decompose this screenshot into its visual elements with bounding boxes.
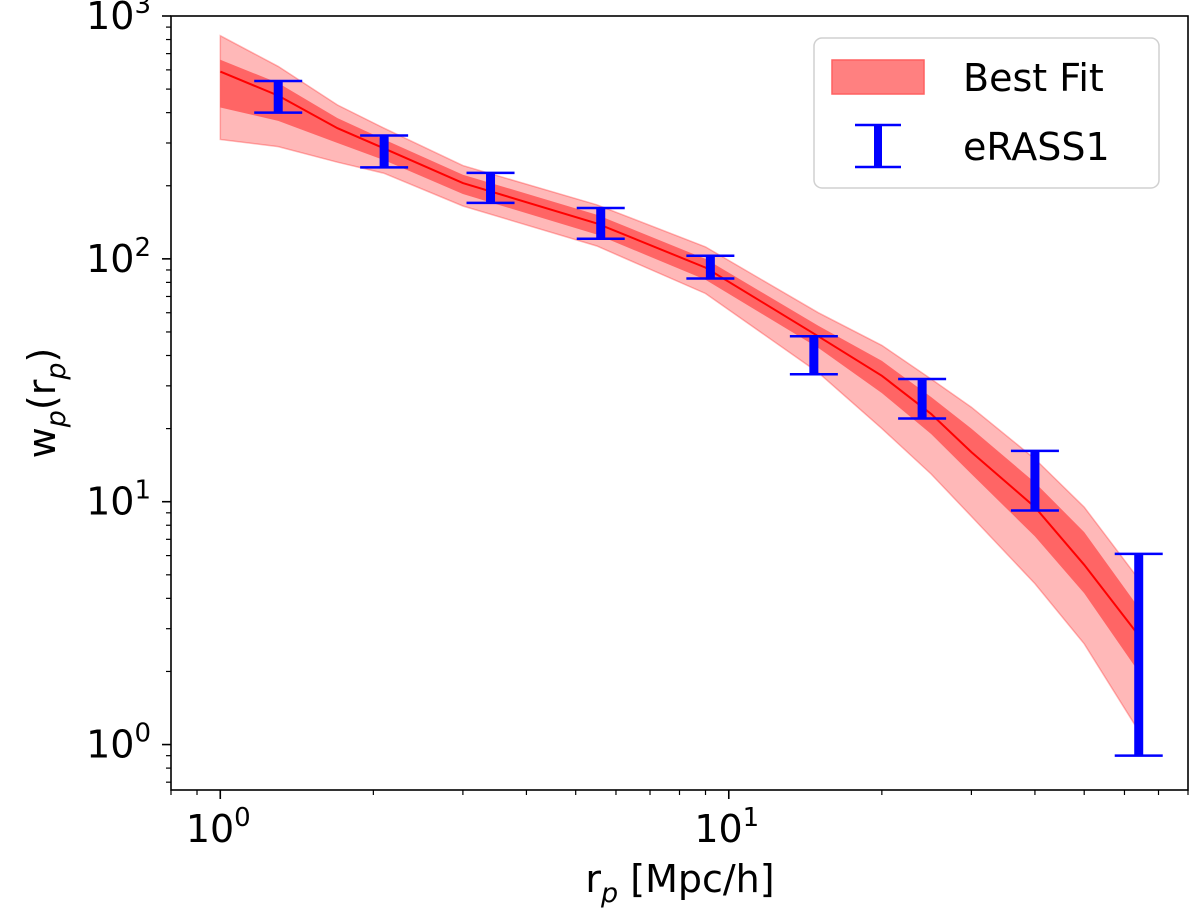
legend-label-erass1: eRASS1: [963, 125, 1110, 169]
erass1-point: [789, 335, 838, 376]
best-fit-median-line: [219, 70, 1143, 641]
y-tick-label: 100: [86, 719, 151, 767]
erass1-point: [1114, 552, 1163, 757]
erass1-point: [686, 254, 735, 280]
erass1-point: [576, 206, 625, 241]
y-tick-label: 103: [86, 0, 151, 38]
y-tick-label: 102: [86, 233, 151, 281]
y-axis-label: wp(rp): [20, 348, 72, 459]
x-tick-label: 100: [186, 803, 251, 851]
erass1-point: [254, 79, 303, 114]
legend-swatch-best-fit: [831, 59, 925, 95]
x-axis-ticks: 100 101: [170, 790, 1189, 851]
erass1-errorbars: [254, 79, 1163, 757]
best-fit-inner-band: [220, 59, 1143, 677]
erass1-point: [898, 377, 947, 420]
erass1-point: [360, 134, 409, 169]
y-tick-label: 101: [86, 476, 151, 524]
legend-label-best-fit: Best Fit: [963, 56, 1104, 100]
legend: Best Fit eRASS1: [813, 37, 1160, 189]
y-axis-ticks: 100 101 102 103: [86, 0, 171, 783]
x-axis-label: rp [Mpc/h]: [585, 857, 774, 909]
legend-swatch-erass1: [855, 123, 901, 169]
x-tick-label: 101: [694, 803, 759, 851]
erass1-point: [1010, 449, 1059, 512]
erass1-point: [466, 171, 515, 205]
